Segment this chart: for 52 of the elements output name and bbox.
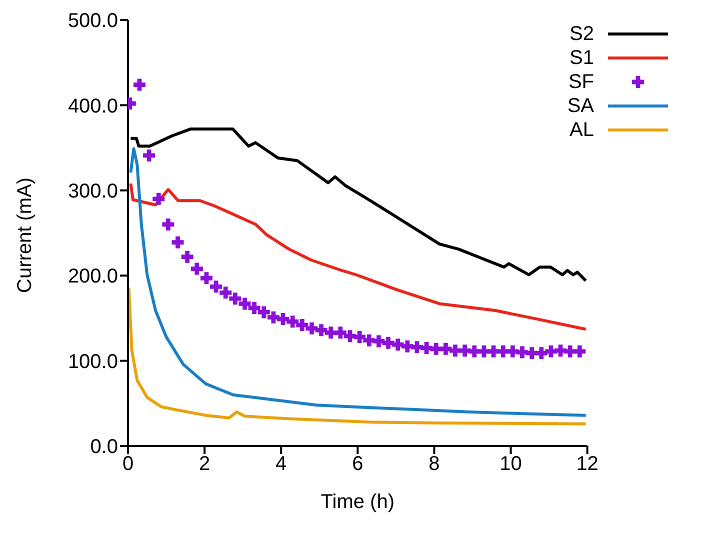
point xyxy=(152,192,165,205)
y-tick-label: 400.0 xyxy=(68,95,118,118)
point xyxy=(190,262,203,275)
point xyxy=(238,298,251,310)
point xyxy=(382,336,394,349)
point xyxy=(248,302,260,314)
y-tick-label: 300.0 xyxy=(68,180,118,202)
point xyxy=(210,280,222,293)
y-tick-label: 500.0 xyxy=(68,10,118,32)
line-series xyxy=(129,147,588,417)
point xyxy=(392,338,404,351)
x-tick-label: 8 xyxy=(428,453,440,476)
legend-label: AL xyxy=(570,118,594,142)
y-tick-label: 200.0 xyxy=(68,266,118,288)
point xyxy=(296,319,308,332)
point xyxy=(162,218,174,230)
x-tick-label: 4 xyxy=(276,453,287,476)
point xyxy=(334,326,346,339)
point xyxy=(286,316,299,328)
legend-label: S1 xyxy=(570,46,594,70)
point xyxy=(181,250,194,263)
point xyxy=(535,347,548,360)
point xyxy=(220,286,232,299)
x-axis-title: Time (h) xyxy=(320,491,395,513)
point xyxy=(267,311,280,324)
point xyxy=(315,324,328,336)
line-series xyxy=(128,286,588,426)
point xyxy=(258,306,270,318)
point xyxy=(574,345,586,358)
x-tick-label: 0 xyxy=(122,453,134,476)
x-tick-label: 2 xyxy=(198,453,210,476)
point xyxy=(229,292,242,305)
point xyxy=(133,78,146,91)
legend-label: S2 xyxy=(570,22,594,46)
point xyxy=(440,342,452,355)
x-tick-label: 12 xyxy=(576,453,598,476)
point xyxy=(306,322,318,334)
legend-label: SA xyxy=(567,94,594,118)
legend-label: SF xyxy=(568,70,594,94)
x-tick-label: 10 xyxy=(500,453,522,476)
point xyxy=(354,330,366,343)
x-tick-label: 6 xyxy=(352,453,364,476)
point xyxy=(372,335,385,348)
y-tick-label: 0.0 xyxy=(90,436,118,458)
line-series xyxy=(129,182,588,331)
point xyxy=(516,346,528,358)
y-axis-title: Current (mA) xyxy=(14,177,36,293)
point xyxy=(172,236,184,248)
point xyxy=(143,149,156,162)
point xyxy=(200,272,212,284)
point xyxy=(277,313,290,326)
y-tick-label: 100.0 xyxy=(68,350,118,373)
